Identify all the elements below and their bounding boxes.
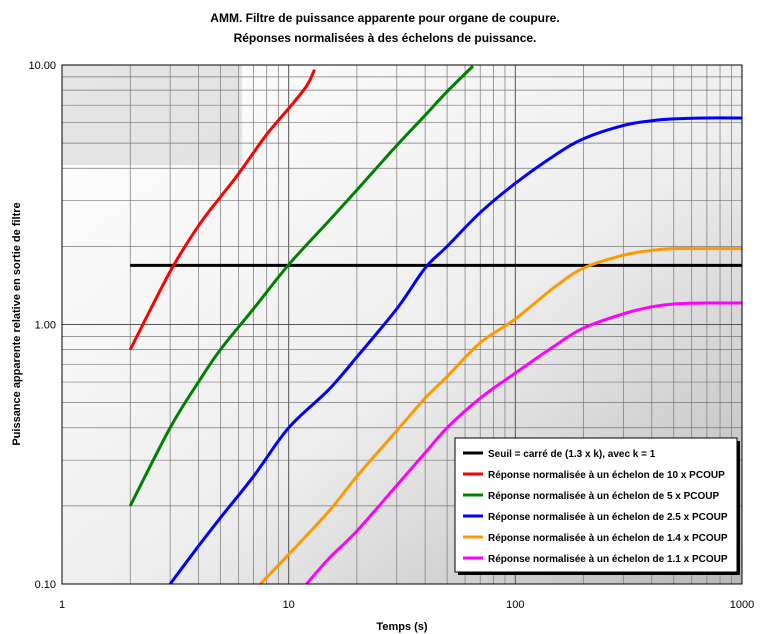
x-axis-label: Temps (s) (376, 621, 427, 633)
series-line-3 (168, 116, 742, 584)
legend-item: Réponse normalisée à un échelon de 1.4 x… (463, 533, 728, 544)
legend-label: Réponse normalisée à un échelon de 1.4 x… (488, 533, 728, 544)
legend-item: Réponse normalisée à un échelon de 5 x P… (463, 491, 720, 502)
legend-label: Réponse normalisée à un échelon de 2.5 x… (488, 512, 728, 523)
shaded-region (62, 65, 242, 165)
x-tick-label: 1 (59, 599, 65, 611)
legend-item: Réponse normalisée à un échelon de 10 x … (463, 470, 725, 481)
legend-label: Réponse normalisée à un échelon de 5 x P… (488, 491, 720, 502)
x-tick-label: 1000 (730, 599, 754, 611)
legend-item: Réponse normalisée à un échelon de 2.5 x… (463, 512, 728, 523)
legend-item: Réponse normalisée à un échelon de 1.1 x… (463, 554, 728, 565)
x-tick-label: 100 (506, 599, 524, 611)
y-tick-label: 1.00 (35, 320, 56, 332)
y-axis-label: Puissance apparente relative en sortie d… (11, 202, 23, 445)
x-tick-label: 10 (283, 599, 295, 611)
legend-box (454, 437, 738, 573)
legend-label: Seuil = carré de (1.3 x k), avec k = 1 (488, 449, 656, 460)
chart-subtitle: Réponses normalisées à des échelons de p… (234, 31, 537, 45)
y-tick-label: 0.10 (35, 579, 56, 591)
legend: Seuil = carré de (1.3 x k), avec k = 1 R… (454, 437, 740, 575)
chart-title: AMM. Filtre de puissance apparente pour … (210, 11, 559, 25)
series-line-4 (259, 247, 742, 584)
series-layer (128, 65, 742, 584)
y-tick-label: 10.00 (28, 60, 56, 72)
plot-border (61, 64, 743, 585)
x-tick-labels: 1 10 100 1000 (59, 599, 754, 611)
series-line-5 (305, 301, 742, 584)
legend-item: Seuil = carré de (1.3 x k), avec k = 1 (463, 449, 656, 460)
legend-label: Réponse normalisée à un échelon de 10 x … (488, 470, 725, 481)
series-line-2 (128, 65, 474, 507)
series-line-1 (128, 68, 316, 351)
y-tick-labels: 0.10 1.00 10.00 (28, 60, 56, 591)
legend-items: Seuil = carré de (1.3 x k), avec k = 1 R… (463, 449, 728, 565)
legend-label: Réponse normalisée à un échelon de 1.1 x… (488, 554, 728, 565)
